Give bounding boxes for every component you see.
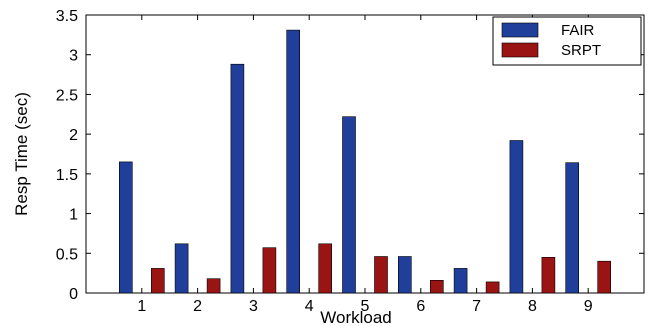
bar-fair-3 <box>230 63 245 294</box>
x-tick-label: 5 <box>361 298 370 315</box>
legend-label-fair: FAIR <box>561 22 595 39</box>
legend: FAIR SRPT <box>492 16 642 66</box>
bars-group <box>119 29 612 294</box>
x-tick-label: 7 <box>472 298 481 315</box>
bar-srpt-9 <box>597 260 612 294</box>
legend-swatch-fair <box>501 22 539 38</box>
bar-fair-6 <box>397 256 412 294</box>
bar-fair-8 <box>509 140 524 294</box>
legend-label-srpt: SRPT <box>561 42 601 59</box>
x-tick-label: 9 <box>584 298 593 315</box>
bar-srpt-4 <box>318 243 333 294</box>
bar-srpt-2 <box>206 278 221 294</box>
y-tick-label: 1.5 <box>56 167 78 184</box>
bar-srpt-3 <box>262 247 277 294</box>
bar-srpt-8 <box>541 256 556 294</box>
y-tick-label: 3.5 <box>56 8 78 25</box>
x-tick-label: 3 <box>249 298 258 315</box>
bar-fair-1 <box>119 161 133 294</box>
y-tick-label: 0.5 <box>56 246 78 263</box>
y-axis-title: Resp Time (sec) <box>12 92 31 216</box>
bar-fair-2 <box>174 243 189 294</box>
x-tick-label: 4 <box>305 298 314 315</box>
bar-fair-9 <box>565 162 580 294</box>
y-tick-label: 1 <box>69 207 78 224</box>
bar-fair-7 <box>453 268 468 294</box>
y-tick-label: 3 <box>69 48 78 65</box>
y-axis: 0 0.5 1 1.5 2 2.5 3 3.5 <box>56 8 644 303</box>
x-axis: 1 2 3 4 5 6 7 8 9 <box>137 15 593 315</box>
x-tick-label: 8 <box>528 298 537 315</box>
bar-fair-4 <box>286 29 301 294</box>
y-tick-label: 2 <box>69 127 78 144</box>
y-tick-label: 0 <box>69 286 78 303</box>
x-tick-label: 6 <box>416 298 425 315</box>
bar-srpt-5 <box>374 256 388 294</box>
legend-swatch-srpt <box>501 42 539 58</box>
x-axis-title: Workload <box>320 308 392 326</box>
bar-fair-5 <box>342 116 356 294</box>
bar-srpt-1 <box>151 268 165 294</box>
bar-srpt-6 <box>429 279 444 294</box>
x-tick-label: 1 <box>137 298 146 315</box>
x-tick-label: 2 <box>193 298 202 315</box>
bar-srpt-7 <box>485 281 500 294</box>
y-tick-label: 2.5 <box>56 87 78 104</box>
